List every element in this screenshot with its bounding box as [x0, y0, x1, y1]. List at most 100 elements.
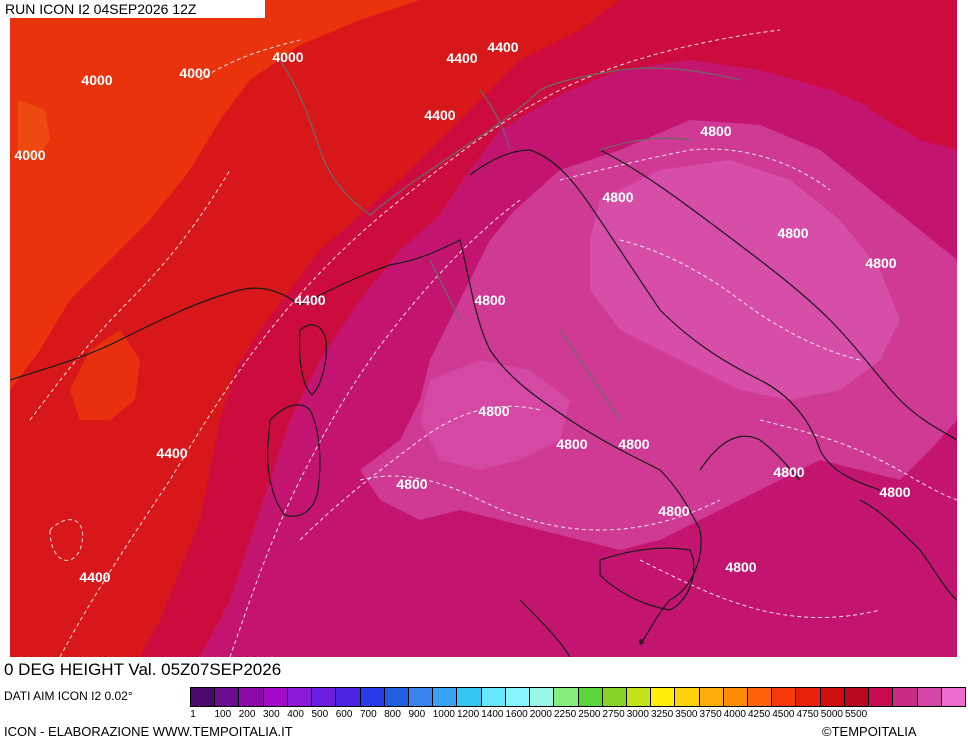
isoline-label: 4000 — [81, 72, 112, 88]
legend-tick-label: 800 — [384, 709, 401, 720]
legend-swatch — [602, 688, 627, 706]
field-zone-ne — [800, 0, 957, 150]
legend-swatch — [699, 688, 724, 706]
isoline-labels: 4000 4000 4000 4000 4400 4400 4400 4400 4400 4400… — [14, 39, 910, 585]
legend-tick-label: 400 — [287, 709, 304, 720]
isoline-label: 4000 — [14, 147, 45, 163]
country-borders — [279, 59, 741, 421]
coastlines — [10, 149, 957, 657]
legend-tick-label: 4500 — [772, 709, 795, 720]
legend-swatch — [239, 688, 264, 706]
isoline-label: 4800 — [725, 559, 756, 575]
legend-swatch — [675, 688, 700, 706]
legend-swatch — [360, 688, 385, 706]
legend-swatch — [893, 688, 918, 706]
isoline-label: 4800 — [658, 503, 689, 519]
field-zone-orange — [10, 0, 420, 390]
isoline-label: 4800 — [865, 255, 896, 271]
legend-swatch — [772, 688, 797, 706]
field-zone-orange-patch — [70, 330, 140, 420]
isoline-label: 4800 — [777, 225, 808, 241]
legend-color-bar — [190, 687, 966, 707]
isoline-label: 4400 — [446, 50, 477, 66]
field-zone-orange-patch-2 — [18, 100, 50, 160]
legend-swatch — [723, 688, 749, 706]
legend-tick-label: 3750 — [699, 709, 722, 720]
isoline-label: 4800 — [700, 123, 731, 139]
isoline-label: 4400 — [424, 107, 455, 123]
legend-tick-label: 3000 — [626, 709, 649, 720]
legend-tick-label: 1600 — [505, 709, 528, 720]
valid-title: 0 DEG HEIGHT Val. 05Z07SEP2026 — [0, 657, 413, 682]
legend-tick-label: 2250 — [554, 709, 577, 720]
legend-tick-label: 300 — [263, 709, 280, 720]
legend-swatch — [384, 688, 409, 706]
legend-swatch — [433, 688, 458, 706]
isoline-label: 4800 — [396, 476, 427, 492]
isoline-label: 4800 — [474, 292, 505, 308]
legend-swatch — [869, 688, 894, 706]
legend-swatch — [530, 688, 555, 706]
isoline-label: 4400 — [156, 445, 187, 461]
data-source-label: DATI AIM ICON I2 0.02° — [4, 689, 133, 703]
legend-tick-label: 4250 — [748, 709, 771, 720]
legend-tick-label: 4750 — [796, 709, 819, 720]
legend-swatch — [626, 688, 652, 706]
legend-swatch — [917, 688, 942, 706]
legend-tick-label: 200 — [238, 709, 256, 720]
legend-tick-label: 900 — [408, 709, 426, 720]
isoline-label: 4000 — [272, 49, 303, 65]
legend-swatch — [287, 688, 313, 706]
legend-swatch — [457, 688, 482, 706]
legend-swatch — [215, 688, 240, 706]
isoline-label: 4400 — [294, 292, 325, 308]
credit-label: ICON - ELABORAZIONE WWW.TEMPOITALIA.IT — [4, 724, 293, 739]
legend-tick-label: 500 — [311, 709, 329, 720]
legend-swatch — [312, 688, 337, 706]
isoline-label: 4000 — [179, 65, 210, 81]
run-title: RUN ICON I2 04SEP2026 12Z — [3, 0, 265, 18]
legend-swatch — [408, 688, 434, 706]
isoline-label: 4800 — [618, 436, 649, 452]
legend-swatch — [941, 688, 965, 706]
legend-tick-label: 2750 — [602, 709, 625, 720]
legend-swatch — [820, 688, 845, 706]
legend-tick-label: 1200 — [457, 709, 480, 720]
legend-swatch — [263, 688, 288, 706]
legend-tick-label: 2000 — [529, 709, 552, 720]
isoline-label: 4800 — [478, 403, 509, 419]
copyright-label: ©TEMPOITALIA — [822, 724, 917, 739]
isoline-label: 4400 — [79, 569, 110, 585]
legend-swatch — [651, 688, 676, 706]
legend-tick-label: 2500 — [578, 709, 601, 720]
isoline-label: 4400 — [487, 39, 518, 55]
legend-swatch — [748, 688, 773, 706]
legend-swatch — [191, 688, 216, 706]
legend-tick-label: 5500 — [845, 709, 868, 720]
legend-tick-label: 600 — [335, 709, 353, 720]
field-zone-lightpink-2 — [420, 360, 570, 470]
legend-swatch — [796, 688, 821, 706]
isoline-label: 4800 — [773, 464, 804, 480]
legend-tick-label: 3250 — [651, 709, 674, 720]
isoline-label: 4800 — [879, 484, 910, 500]
legend-labels: 1 100 200 300 400 500 600 700 800 900 1000 1200 1400… — [190, 709, 966, 723]
legend-tick-label: 700 — [360, 709, 377, 720]
legend-tick-label: 1000 — [432, 709, 455, 720]
isoline-label: 4800 — [602, 189, 633, 205]
legend-tick-label: 3500 — [675, 709, 698, 720]
legend-swatch — [481, 688, 506, 706]
legend-tick-label: 1 — [190, 709, 196, 720]
legend-swatch — [578, 688, 603, 706]
legend-tick-label: 5000 — [820, 709, 843, 720]
legend-tick-label: 4000 — [723, 709, 746, 720]
weather-map: 4000 4000 4000 4000 4400 4400 4400 4400 4400 4400… — [10, 0, 957, 657]
legend-swatch — [336, 688, 361, 706]
legend-tick-label: 100 — [214, 709, 232, 720]
legend-swatch — [505, 688, 531, 706]
legend-tick-label: 1400 — [481, 709, 504, 720]
legend-swatch — [844, 688, 870, 706]
field-zone-lightpink — [590, 160, 900, 400]
isolines — [29, 29, 957, 657]
legend-swatch — [554, 688, 579, 706]
